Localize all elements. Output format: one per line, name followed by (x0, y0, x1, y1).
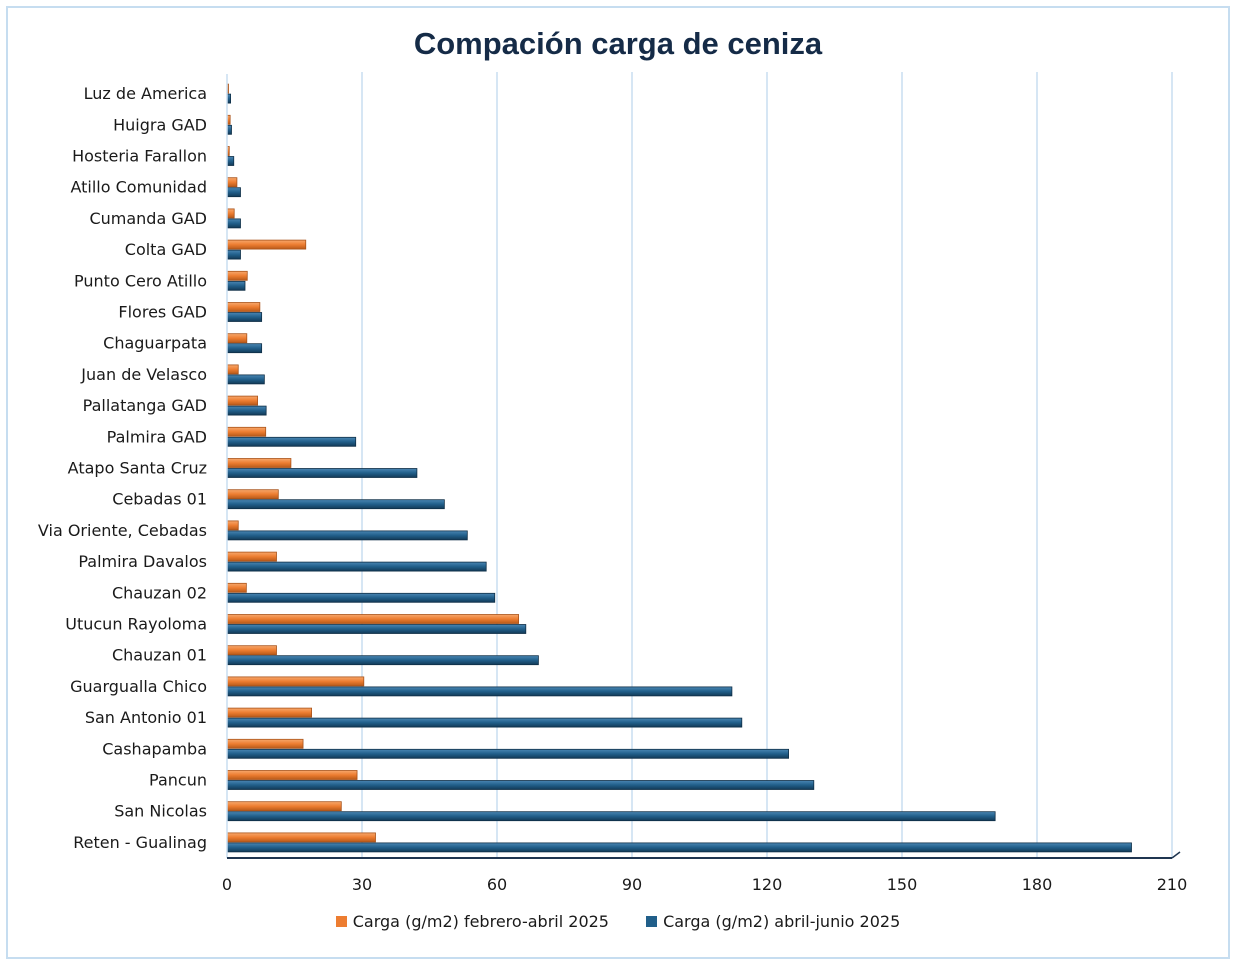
legend-swatch-series-2 (646, 916, 658, 927)
bar-feb-apr (226, 364, 239, 375)
x-tick-label: 30 (352, 875, 372, 894)
bar-feb-apr (226, 645, 277, 656)
bar-feb-apr (226, 458, 292, 468)
category-label: Cashapamba (102, 739, 207, 758)
category-label: San Antonio 01 (85, 708, 207, 727)
bar-apr-jun (226, 811, 996, 822)
category-label: Chauzan 02 (112, 583, 207, 602)
bar-apr-jun (226, 842, 1132, 853)
category-label: Chaguarpata (103, 334, 207, 353)
bar-feb-apr (226, 426, 267, 437)
bar-apr-jun (226, 780, 815, 790)
bar-apr-jun (226, 686, 733, 697)
category-label: Utucun Rayoloma (65, 615, 207, 634)
legend-item-series-1: Carga (g/m2) febrero-abril 2025 (335, 912, 609, 931)
category-label: Cumanda GAD (89, 209, 207, 228)
bar-apr-jun (226, 374, 265, 385)
bar-feb-apr (226, 333, 248, 344)
bar-apr-jun (226, 436, 357, 447)
bar-feb-apr (226, 520, 239, 531)
category-label: Guargualla Chico (70, 677, 207, 696)
bar-apr-jun (226, 655, 539, 666)
x-tick-label: 90 (622, 875, 642, 894)
chart-title: Compación carga de ceniza (413, 26, 823, 61)
bar-apr-jun (226, 343, 263, 354)
category-label: Huigra GAD (113, 115, 207, 134)
bar-apr-jun (226, 499, 445, 510)
bar-feb-apr (226, 770, 358, 780)
bar-feb-apr (226, 270, 248, 281)
category-label: Palmira Davalos (78, 552, 207, 571)
x-axis-depth-edge (1171, 851, 1181, 859)
bar-apr-jun (226, 312, 263, 322)
chart-legend: Carga (g/m2) febrero-abril 2025 Carga (g… (0, 912, 1236, 931)
bar-apr-jun (226, 405, 267, 416)
category-label: Juan de Velasco (80, 365, 207, 384)
bar-feb-apr (226, 489, 279, 500)
legend-swatch-series-1 (335, 916, 347, 927)
category-label: Pallatanga GAD (83, 396, 207, 415)
category-label: Reten - Gualinag (73, 833, 207, 852)
bar-apr-jun (226, 530, 468, 541)
x-tick-label: 60 (487, 875, 507, 894)
bar-apr-jun (226, 561, 487, 572)
bar-apr-jun (226, 156, 235, 166)
x-tick-label: 180 (1022, 875, 1053, 894)
x-tick-label: 0 (222, 875, 232, 894)
bar-apr-jun (226, 218, 241, 229)
bar-feb-apr (226, 707, 312, 718)
category-label: Pancun (149, 771, 207, 790)
category-label: Colta GAD (125, 240, 207, 259)
bar-feb-apr (226, 239, 307, 250)
bar-feb-apr (226, 801, 342, 812)
x-tick-label: 120 (752, 875, 783, 894)
x-tick-label: 150 (887, 875, 918, 894)
category-label: San Nicolas (114, 802, 207, 821)
bar-feb-apr (226, 208, 235, 219)
x-tick-label: 210 (1157, 875, 1188, 894)
bar-apr-jun (226, 748, 789, 759)
bar-feb-apr (226, 676, 365, 687)
category-label: Punto Cero Atillo (74, 271, 207, 290)
bar-feb-apr (226, 551, 277, 562)
legend-label-series-1: Carga (g/m2) febrero-abril 2025 (352, 912, 609, 931)
bar-apr-jun (226, 187, 241, 198)
category-label: Palmira GAD (107, 427, 207, 446)
category-label: Atapo Santa Cruz (68, 459, 207, 478)
category-label: Luz de America (84, 84, 207, 103)
category-label: Cebadas 01 (112, 490, 207, 509)
bar-apr-jun (226, 624, 527, 634)
bar-feb-apr (226, 177, 238, 188)
category-label: Atillo Comunidad (70, 178, 207, 197)
legend-item-series-2: Carga (g/m2) abril-junio 2025 (646, 912, 900, 931)
bar-apr-jun (226, 280, 246, 291)
bar-feb-apr (226, 395, 259, 406)
bar-apr-jun (226, 249, 241, 260)
bar-feb-apr (226, 614, 520, 624)
bar-apr-jun (226, 717, 743, 728)
chart-frame (6, 6, 1230, 959)
bar-apr-jun (226, 468, 418, 478)
bar-feb-apr (226, 738, 304, 749)
bar-feb-apr (226, 582, 247, 593)
category-label: Chauzan 01 (112, 646, 207, 665)
bar-apr-jun (226, 592, 496, 603)
category-label: Flores GAD (118, 303, 207, 322)
bar-feb-apr (226, 302, 261, 312)
legend-label-series-2: Carga (g/m2) abril-junio 2025 (663, 912, 901, 931)
bar-feb-apr (226, 832, 376, 843)
category-label: Hosteria Farallon (72, 147, 207, 166)
category-label: Via Oriente, Cebadas (38, 521, 207, 540)
